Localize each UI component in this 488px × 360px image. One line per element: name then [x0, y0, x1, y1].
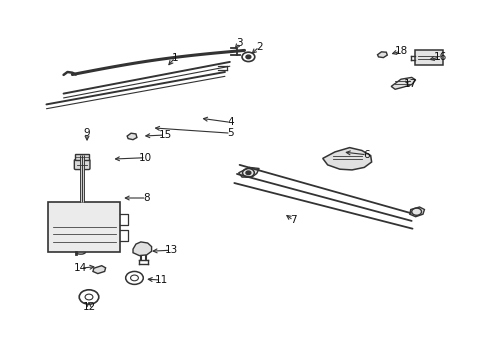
Polygon shape — [127, 133, 137, 140]
Text: 9: 9 — [83, 128, 90, 138]
Text: 14: 14 — [74, 263, 87, 273]
Text: 11: 11 — [154, 275, 168, 285]
Text: 3: 3 — [236, 38, 243, 48]
FancyBboxPatch shape — [75, 154, 89, 160]
Text: 15: 15 — [158, 130, 172, 140]
Polygon shape — [93, 266, 105, 274]
Polygon shape — [322, 148, 371, 170]
Text: 7: 7 — [289, 215, 296, 225]
Text: 12: 12 — [82, 302, 96, 312]
Text: 5: 5 — [227, 128, 234, 138]
FancyBboxPatch shape — [74, 159, 90, 170]
FancyBboxPatch shape — [48, 202, 120, 252]
Text: 17: 17 — [403, 78, 417, 89]
Text: 18: 18 — [393, 46, 407, 56]
Polygon shape — [133, 242, 151, 256]
Polygon shape — [390, 77, 415, 89]
Text: 10: 10 — [139, 153, 152, 163]
Polygon shape — [409, 207, 424, 217]
Text: 8: 8 — [143, 193, 150, 203]
Polygon shape — [377, 52, 386, 58]
FancyBboxPatch shape — [414, 50, 442, 65]
Text: 6: 6 — [363, 150, 369, 160]
Polygon shape — [238, 167, 259, 177]
Circle shape — [245, 171, 250, 175]
Circle shape — [245, 55, 250, 59]
Text: 16: 16 — [432, 52, 446, 62]
Text: 13: 13 — [164, 245, 178, 255]
Text: 4: 4 — [227, 117, 234, 127]
Text: 1: 1 — [171, 53, 178, 63]
Text: 2: 2 — [255, 42, 262, 52]
